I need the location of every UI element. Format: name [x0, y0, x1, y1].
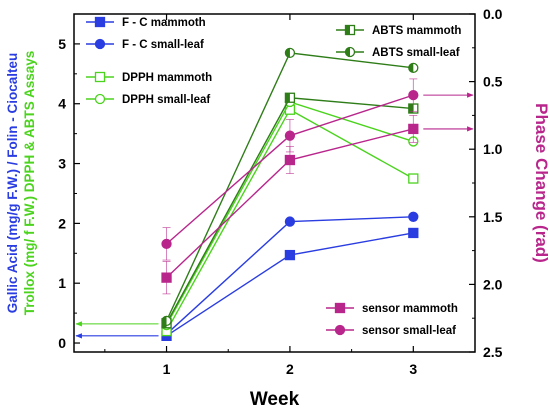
- data-point: [94, 16, 106, 28]
- marker-shape: [94, 93, 106, 105]
- series-f-c-small-leaf: [161, 211, 419, 340]
- x-tick-label: 1: [163, 361, 171, 377]
- marker-shape: [408, 123, 419, 135]
- data-point: [334, 324, 346, 336]
- marker-shape: [408, 211, 419, 222]
- data-point: [161, 272, 172, 283]
- y-left-tick-label: 0: [58, 335, 66, 351]
- y-right-tick-label: 2.0: [483, 276, 503, 292]
- data-point: [284, 154, 296, 166]
- marker-shape: [284, 249, 296, 261]
- series-sensor-small-leaf: [161, 78, 419, 261]
- marker-half-fill: [408, 104, 414, 114]
- data-point: [161, 315, 172, 327]
- y-right-title: Phase Change (rad): [532, 103, 550, 263]
- data-point: [334, 302, 346, 314]
- legend-label: F - C small-leaf: [122, 39, 204, 51]
- y-right-tick-label: 1.0: [483, 141, 503, 157]
- marker-half-fill: [408, 63, 414, 73]
- y-right-tick-label: 2.5: [483, 344, 503, 360]
- data-point: [344, 24, 356, 36]
- x-tick-label: 3: [409, 361, 417, 377]
- marker-shape: [284, 154, 296, 166]
- legend-label: sensor small-leaf: [362, 325, 456, 337]
- y-right-tick-label: 0.5: [483, 74, 503, 90]
- data-point: [284, 216, 296, 227]
- marker-shape: [284, 130, 296, 141]
- series-line: [166, 232, 414, 337]
- y-left-tick-label: 3: [58, 156, 66, 172]
- x-axis-title: Week: [250, 389, 300, 410]
- legend-label: ABTS small-leaf: [372, 47, 460, 59]
- marker-half-fill: [162, 316, 167, 326]
- marker-half-fill: [345, 47, 350, 57]
- marker-shape: [161, 272, 172, 283]
- data-point: [94, 93, 106, 105]
- legend-label: sensor mammoth: [362, 303, 458, 315]
- marker-half-fill: [285, 48, 290, 58]
- marker-shape: [94, 38, 106, 50]
- y-left-tick-label: 5: [58, 36, 66, 52]
- marker-half-fill: [285, 93, 290, 103]
- data-point: [284, 47, 296, 59]
- x-tick-label: 2: [286, 361, 294, 377]
- legend-top-left: F - C mammoth F - C small-leaf: [86, 16, 206, 51]
- marker-shape: [284, 216, 296, 227]
- marker-shape: [94, 16, 106, 28]
- y-left-title-line1: Gallic Acid (mg/g F.W.) / Folin - Ciocal…: [5, 53, 20, 314]
- data-point: [408, 227, 419, 239]
- y-left-tick-label: 4: [58, 96, 66, 112]
- legend-label: DPPH small-leaf: [122, 94, 210, 106]
- series-abts-small-leaf: [161, 47, 419, 327]
- legend-label: DPPH mammoth: [122, 72, 212, 84]
- data-point: [161, 238, 172, 249]
- data-point: [344, 46, 356, 58]
- legend-top-right: ABTS mammoth ABTS small-leaf: [336, 24, 461, 59]
- series-line: [166, 216, 414, 335]
- marker-shape: [161, 238, 172, 249]
- data-point: [408, 173, 419, 184]
- data-point: [408, 62, 419, 73]
- y-left-tick-label: 2: [58, 215, 66, 231]
- marker-shape: [94, 71, 106, 83]
- data-point: [284, 92, 296, 103]
- marker-half-fill: [345, 25, 350, 35]
- marker-shape: [408, 227, 419, 239]
- marker-shape: [334, 324, 346, 336]
- data-point: [408, 211, 419, 222]
- data-point: [284, 130, 296, 141]
- data-point: [408, 123, 419, 135]
- legend-bottom-right: sensor mammoth sensor small-leaf: [326, 302, 458, 337]
- data-point: [94, 38, 106, 50]
- marker-shape: [334, 302, 346, 314]
- data-point: [94, 71, 106, 83]
- legend-label: ABTS mammoth: [372, 25, 461, 37]
- y-right-tick-label: 0.0: [483, 6, 503, 22]
- legend-upper-left: DPPH mammoth DPPH small-leaf: [86, 71, 212, 106]
- data-point: [408, 89, 419, 101]
- y-left-tick-label: 1: [58, 275, 66, 291]
- data-point: [284, 249, 296, 261]
- marker-shape: [408, 89, 419, 101]
- legend-label: F - C mammoth: [122, 17, 206, 29]
- marker-shape: [408, 173, 419, 184]
- y-left-title-line2: Trollox (mg/ f F.W.) DPPH & ABTS Assays: [22, 51, 37, 316]
- y-right-tick-label: 1.5: [483, 209, 503, 225]
